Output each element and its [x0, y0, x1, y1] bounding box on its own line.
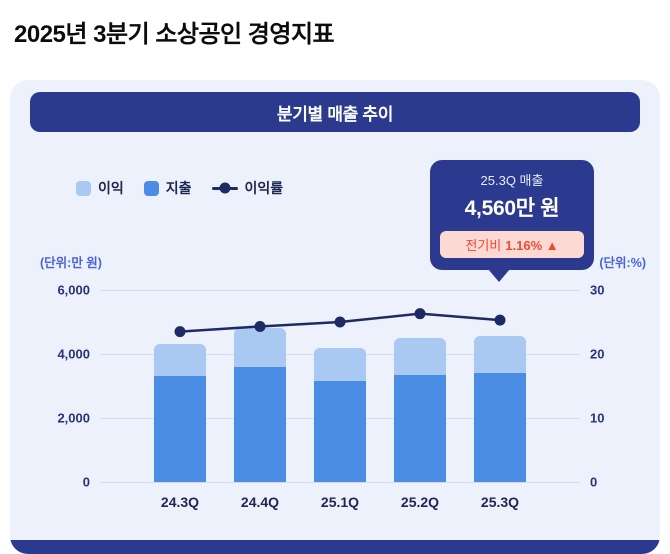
- bar-expense-segment: [474, 373, 526, 482]
- bar-expense-segment: [314, 381, 366, 482]
- page-title: 2025년 3분기 소상공인 경영지표: [14, 21, 335, 48]
- tooltip: 25.3Q 매출 4,560만 원 전기비 1.16% ▲: [430, 160, 594, 282]
- bar-expense-segment: [394, 374, 446, 482]
- line-marker-icon: [334, 316, 346, 328]
- legend: 이익 지출 이익률: [76, 178, 283, 198]
- legend-item: 이익률: [211, 178, 284, 198]
- x-axis-label: 24.3Q: [160, 494, 200, 510]
- plot-area: [100, 290, 580, 483]
- tooltip-pointer-icon: [488, 269, 510, 282]
- x-axis-label: 25.3Q: [480, 494, 520, 510]
- line-marker-icon: [414, 308, 426, 320]
- bar-expense-segment: [154, 376, 206, 482]
- line-marker-icon: [254, 320, 266, 332]
- line-marker-icon: [174, 326, 186, 338]
- legend-label: 지출: [165, 180, 192, 196]
- legend-label: 이익률: [244, 180, 284, 196]
- y-axis-right-tick: 0: [590, 474, 598, 490]
- tooltip-title: 25.3Q 매출: [480, 173, 544, 188]
- tooltip-delta-label: 전기비: [465, 238, 502, 253]
- bar-24.3Q[interactable]: [154, 344, 206, 482]
- card-footer-bar: [10, 540, 660, 554]
- y-axis-right-tick: 20: [590, 346, 605, 362]
- x-axis-label: 24.4Q: [240, 494, 280, 510]
- bar-24.4Q[interactable]: [234, 328, 286, 482]
- legend-label: 이익: [98, 180, 124, 196]
- bar-25.1Q[interactable]: [314, 347, 366, 482]
- legend-line-dot-icon: [211, 182, 238, 194]
- bar-profit-segment: [234, 328, 286, 367]
- y-axis-right-tick: 30: [590, 282, 605, 298]
- y-axis-left-tick: 4,000: [57, 346, 90, 362]
- legend-item: 이익: [76, 178, 124, 198]
- legend-square-icon: [143, 180, 159, 196]
- bar-25.3Q[interactable]: [474, 336, 526, 482]
- x-axis-label: 25.2Q: [400, 494, 440, 510]
- y-axis-right-tick: 10: [590, 410, 605, 426]
- bar-25.2Q[interactable]: [394, 338, 446, 482]
- x-axis-label: 25.1Q: [320, 494, 360, 510]
- gridline: [100, 290, 580, 291]
- gridline: [100, 482, 580, 483]
- y-axis-right: 0 10 20 30: [590, 283, 650, 490]
- bar-expense-segment: [234, 366, 286, 482]
- right-axis-unit-label: (단위:%): [599, 256, 646, 270]
- bar-profit-segment: [314, 347, 366, 382]
- bar-profit-segment: [154, 344, 206, 377]
- bar-profit-segment: [474, 336, 526, 374]
- tooltip-value: 4,560만 원: [464, 197, 560, 220]
- chart-title-bar: 분기별 매출 추이: [30, 92, 640, 132]
- legend-item: 지출: [143, 178, 192, 198]
- tooltip-delta-badge: 전기비 1.16% ▲: [440, 231, 584, 258]
- legend-square-icon: [76, 180, 91, 196]
- x-axis: 24.3Q 24.4Q 25.1Q 25.2Q 25.3Q: [100, 494, 580, 516]
- y-axis-left-tick: 6,000: [57, 282, 90, 298]
- profit-rate-line: [174, 308, 506, 338]
- tooltip-delta-value: 1.16% ▲: [505, 238, 559, 253]
- y-axis-left-tick: 0: [82, 474, 90, 490]
- bar-profit-segment: [394, 338, 446, 375]
- left-axis-unit-label: (단위:만 원): [40, 256, 102, 270]
- line-marker-icon: [494, 314, 506, 326]
- y-axis-left: 0 2,000 4,000 6,000: [10, 283, 90, 490]
- chart-card: 분기별 매출 추이 이익 지출 이익률 25.3Q 매출 4,560만 원 전기비 1…: [10, 80, 660, 554]
- y-axis-left-tick: 2,000: [57, 410, 90, 426]
